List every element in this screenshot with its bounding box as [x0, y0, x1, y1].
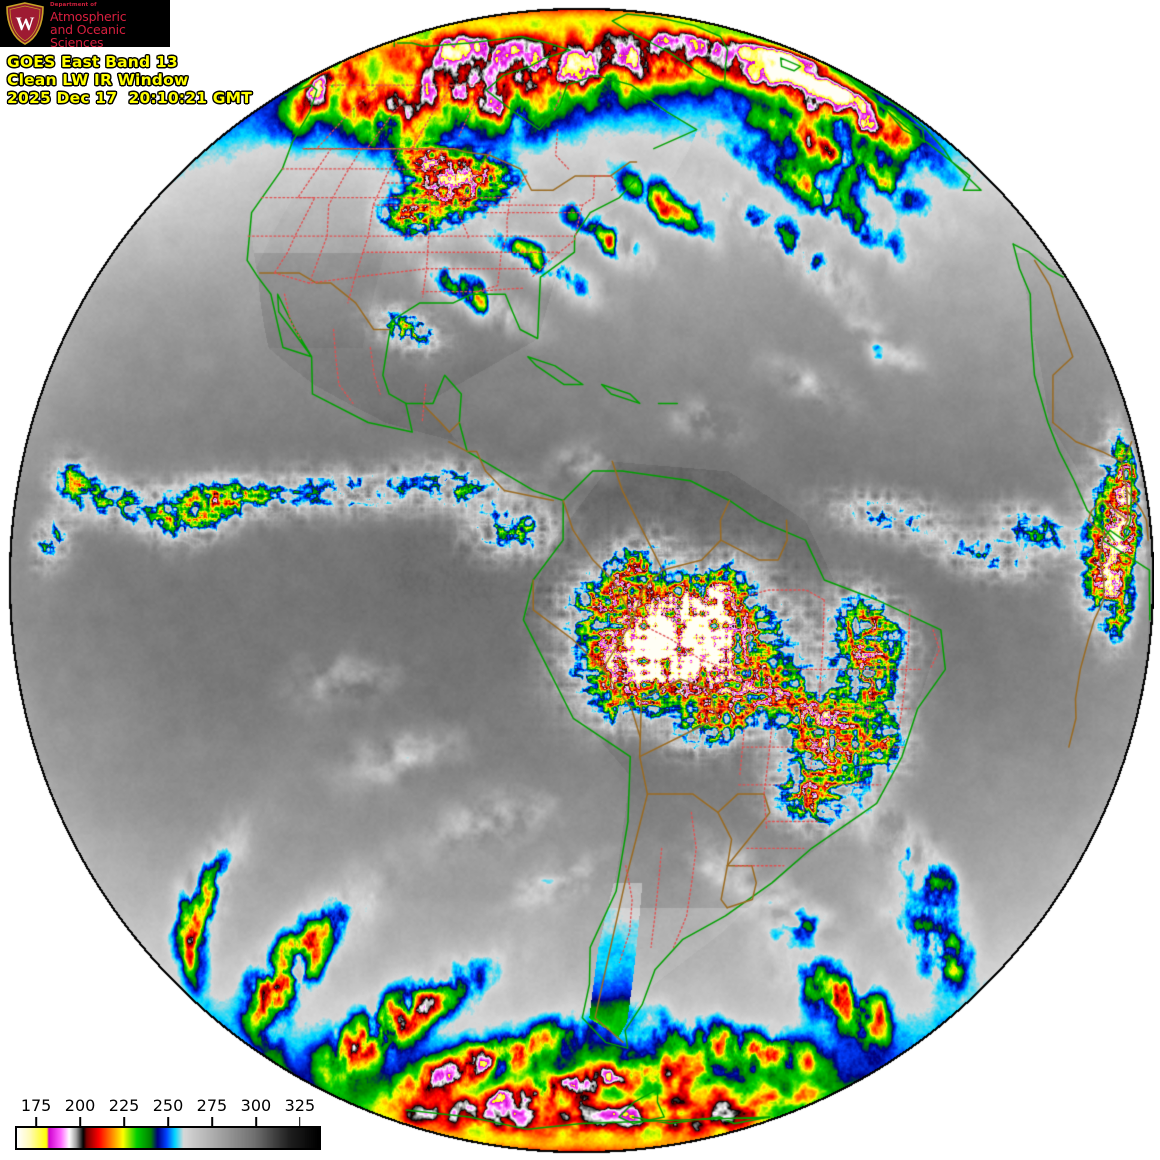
colorbar-tick-225 — [123, 1117, 125, 1126]
full-disk-globe — [8, 2, 1154, 1158]
logo-department-line: Department of — [50, 2, 97, 8]
institution-logo: W Department of Atmospheric and Oceanic … — [0, 0, 170, 47]
logo-text-block: Department of Atmospheric and Oceanic Sc… — [50, 2, 168, 47]
colorbar-tick-250 — [167, 1117, 169, 1126]
logo-name-line2: and Oceanic Sciences — [50, 21, 126, 47]
colorbar-gradient — [17, 1128, 319, 1148]
infrared-satellite-imagery — [8, 2, 1154, 1158]
colorbar-tick-300 — [255, 1117, 257, 1126]
colorbar-label-175: 175 — [20, 1096, 52, 1115]
colorbar-tick-labels: 175 200 225 250 275 300 325 — [15, 1096, 321, 1118]
colorbar-label-275: 275 — [196, 1096, 228, 1115]
colorbar-tick-200 — [79, 1117, 81, 1126]
annotation-line-satellite-band: GOES East Band 13 — [7, 53, 178, 71]
logo-name-line1: Atmospheric — [50, 8, 127, 24]
svg-text:W: W — [16, 14, 35, 35]
temperature-colorbar: 175 200 225 250 275 300 325 — [15, 1096, 335, 1154]
colorbar-label-225: 225 — [108, 1096, 140, 1115]
colorbar-tick-marks — [15, 1117, 321, 1126]
annotation-line-timestamp: 2025 Dec 17 20:10:21 GMT — [7, 89, 253, 108]
colorbar-tick-175 — [35, 1117, 37, 1126]
image-annotation: GOES East Band 13 Clean LW IR Window 202… — [7, 53, 252, 107]
colorbar-gradient-bar — [15, 1126, 321, 1150]
colorbar-label-300: 300 — [240, 1096, 272, 1115]
colorbar-tick-325 — [299, 1117, 301, 1126]
colorbar-label-250: 250 — [152, 1096, 184, 1115]
annotation-line-channel: Clean LW IR Window — [7, 71, 189, 90]
colorbar-label-200: 200 — [64, 1096, 96, 1115]
colorbar-label-325: 325 — [284, 1096, 316, 1115]
uw-crest-icon: W — [6, 2, 44, 45]
colorbar-tick-275 — [211, 1117, 213, 1126]
